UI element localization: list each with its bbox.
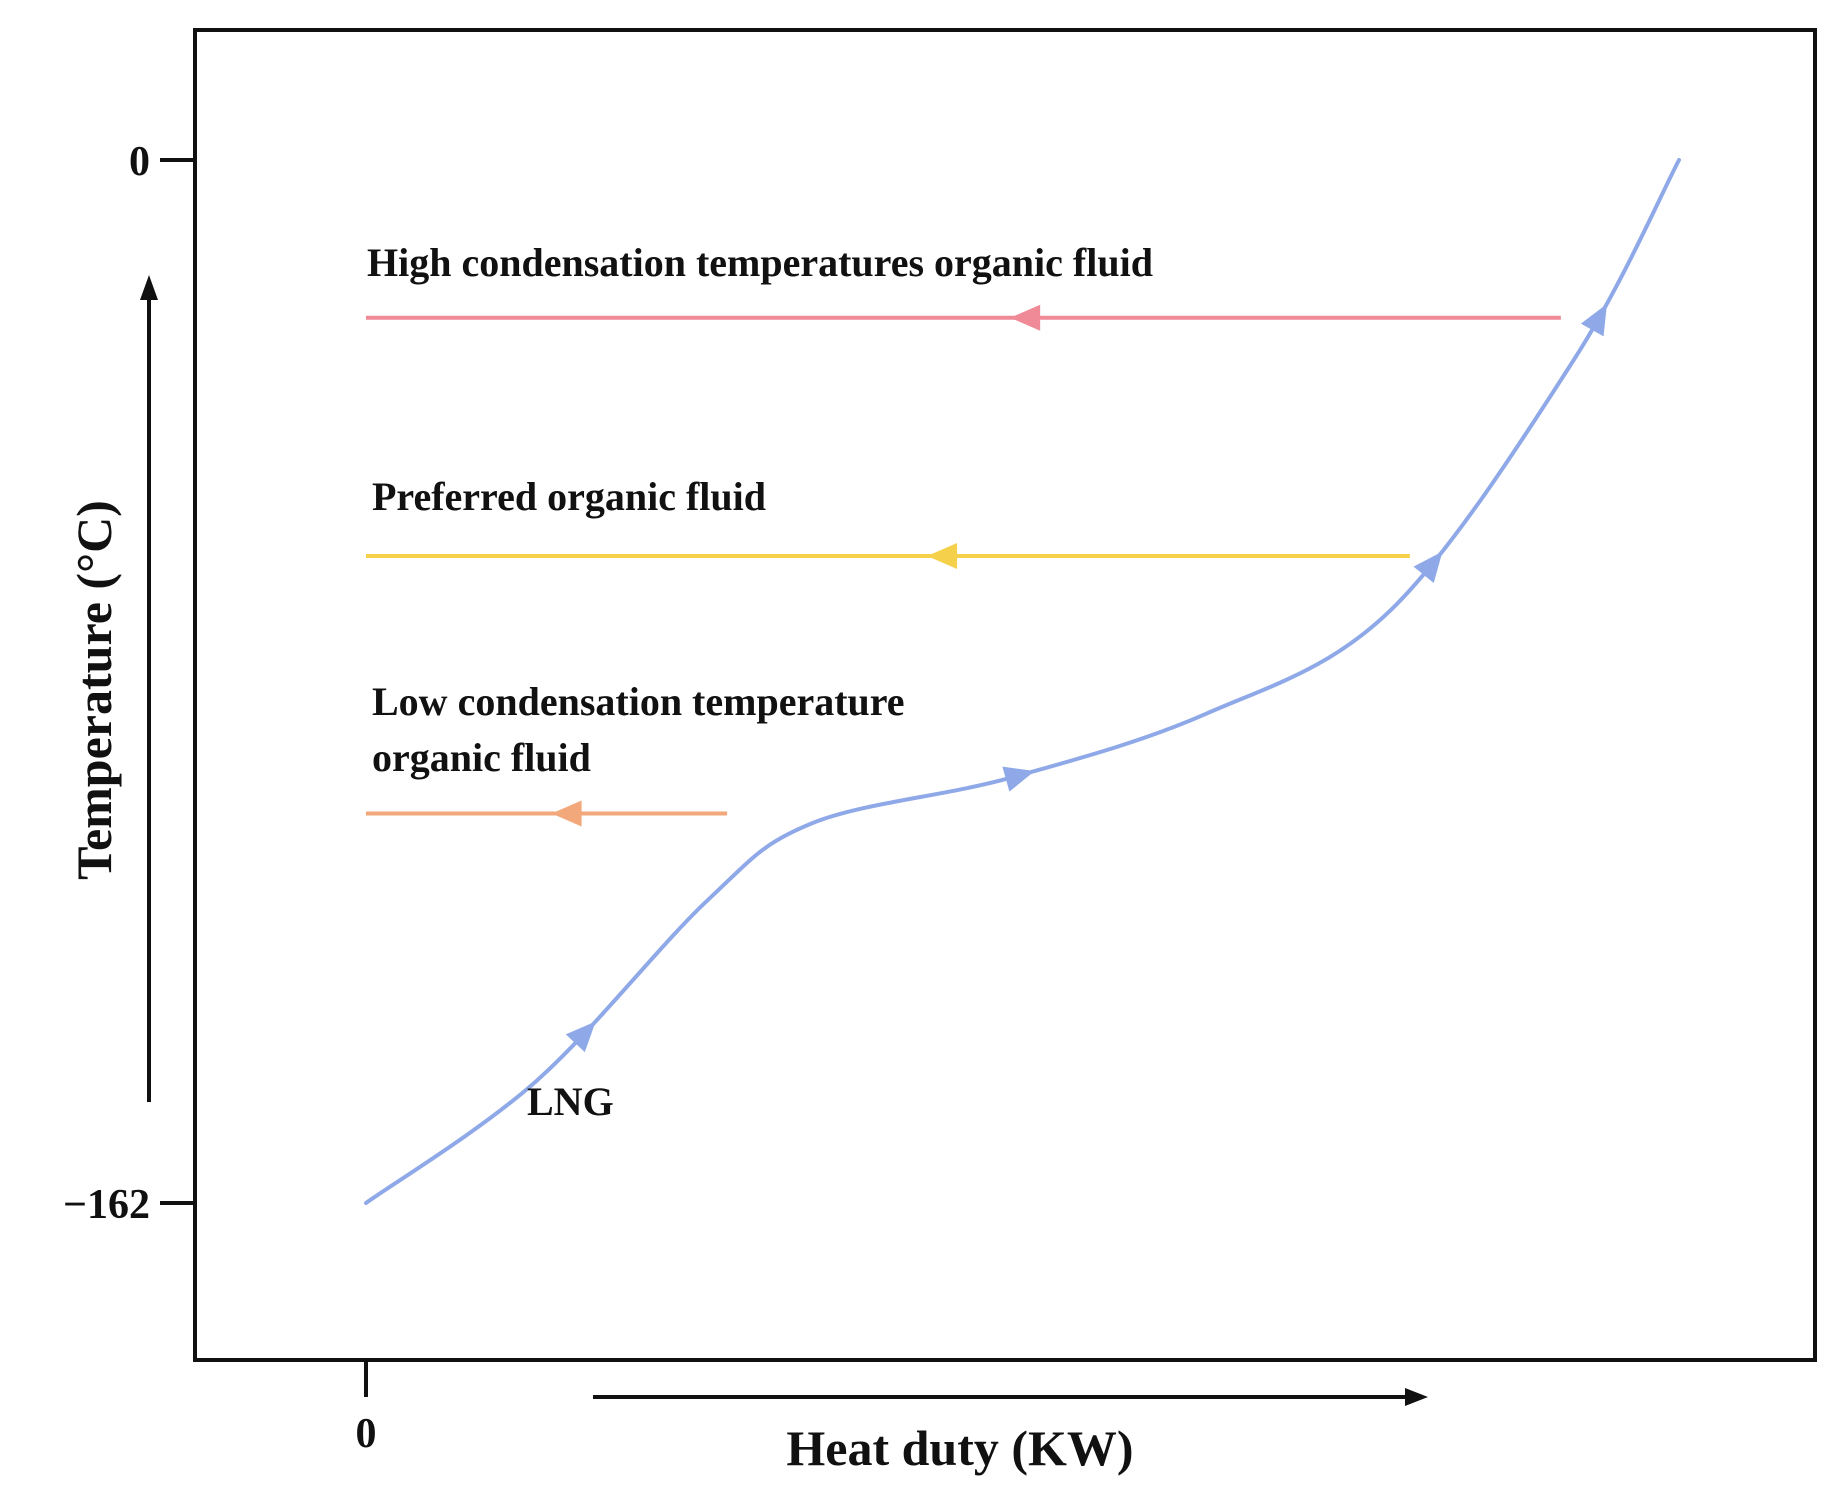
y-tick-label-162: −162 [63,1182,150,1228]
low-condensation-label-line1: Low condensation temperature [372,679,905,724]
x-direction-arrowhead [1405,1388,1428,1406]
lng-arrowhead-1 [565,1021,596,1053]
plot-frame [193,28,1817,1362]
preferred-fluid-arrowhead [927,542,958,569]
lng-arrowhead-3 [1413,551,1443,584]
high-condensation-label: High condensation temperatures organic f… [367,240,1153,285]
high-condensation-arrowhead [1010,304,1041,331]
lng-label: LNG [527,1079,614,1124]
y-axis-title: Temperature (°C) [66,500,122,880]
x-axis-title: Heat duty (KW) [786,1420,1133,1476]
low-condensation-arrowhead [551,800,582,827]
lng-arrowhead-4 [1580,303,1607,337]
preferred-fluid-label: Preferred organic fluid [372,474,766,519]
low-condensation-label-line2: organic fluid [372,735,591,780]
lng-direction-arrows [565,303,1607,1053]
y-direction-arrowhead [140,275,158,300]
y-tick-label-0: 0 [129,139,150,185]
x-tick-label-0: 0 [356,1411,377,1457]
lng-arrowhead-2 [1002,766,1035,792]
